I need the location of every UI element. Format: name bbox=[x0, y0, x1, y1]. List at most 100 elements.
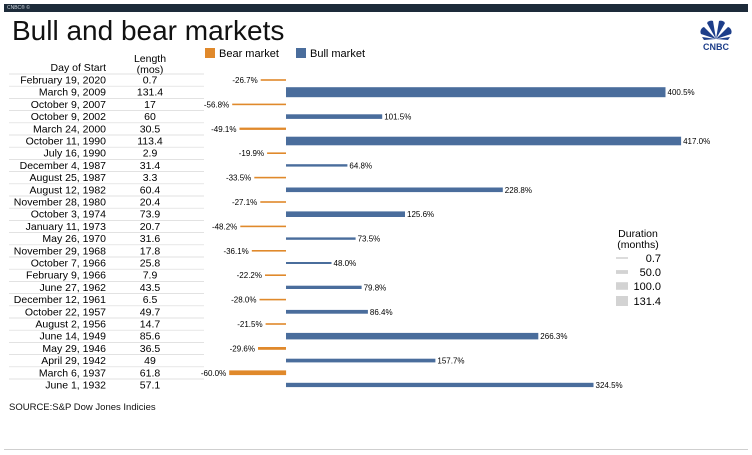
legend-label-bear: Bear market bbox=[219, 48, 279, 60]
bear-bar bbox=[265, 323, 286, 325]
row-length: 61.8 bbox=[140, 367, 161, 379]
row-length: 36.5 bbox=[140, 343, 161, 355]
row-length: 31.4 bbox=[140, 160, 161, 172]
column-headers: Length (mos) Day of Start bbox=[51, 53, 167, 76]
row-length: 14.7 bbox=[140, 319, 161, 331]
row-length: 31.6 bbox=[140, 233, 161, 245]
duration-legend-value: 50.0 bbox=[640, 267, 661, 279]
row-length: 0.7 bbox=[143, 75, 158, 87]
bar-label: -19.9% bbox=[239, 149, 264, 158]
bar-label: 48.0% bbox=[334, 259, 357, 268]
row-length: 85.6 bbox=[140, 331, 161, 343]
bear-bar bbox=[267, 152, 286, 154]
bear-bar bbox=[240, 225, 286, 228]
duration-legend-value: 0.7 bbox=[646, 253, 661, 265]
length-header: Length (mos) bbox=[134, 53, 166, 76]
bear-bar bbox=[254, 176, 286, 179]
row-length: 131.4 bbox=[137, 87, 163, 99]
duration-legend-value: 131.4 bbox=[633, 296, 661, 308]
day-header: Day of Start bbox=[51, 62, 107, 74]
row-length: 20.4 bbox=[140, 197, 161, 209]
row-date: June 1, 1932 bbox=[45, 380, 106, 392]
bear-bar bbox=[259, 298, 286, 301]
bull-bar bbox=[286, 164, 348, 167]
bear-bar bbox=[232, 103, 286, 106]
row-date: November 29, 1968 bbox=[14, 245, 106, 257]
row-date: January 11, 1973 bbox=[26, 221, 107, 233]
bar-label: 228.8% bbox=[505, 186, 532, 195]
duration-legend-title-line: (months) bbox=[617, 239, 658, 251]
row-length: 60 bbox=[144, 111, 156, 123]
header-bar: CNBC® © bbox=[4, 4, 748, 12]
row-date: June 27, 1962 bbox=[39, 282, 106, 294]
legend-swatch-bull bbox=[296, 48, 306, 58]
legend: Bear market Bull market bbox=[205, 48, 365, 60]
bar-label: -36.1% bbox=[223, 247, 248, 256]
bar-label: -28.0% bbox=[231, 296, 256, 305]
bar-label: -21.5% bbox=[237, 320, 262, 329]
bar-label: 400.5% bbox=[668, 88, 695, 97]
source-note: SOURCE:S&P Dow Jones Indicies bbox=[9, 402, 156, 413]
row-date: October 22, 1957 bbox=[25, 306, 106, 318]
row-length: 7.9 bbox=[143, 270, 158, 282]
bull-bar bbox=[286, 262, 332, 264]
peacock-icon bbox=[700, 20, 732, 40]
table-rows: February 19, 2020 0.7 -26.7% March 9, 2009 1… bbox=[9, 73, 710, 392]
row-length: 25.8 bbox=[140, 258, 161, 270]
row-length: 49.7 bbox=[140, 306, 161, 318]
row-date: October 7, 1966 bbox=[31, 258, 106, 270]
row-date: October 9, 2007 bbox=[31, 99, 106, 111]
row-date: October 3, 1974 bbox=[31, 209, 106, 221]
logo-text: CNBC bbox=[703, 42, 729, 52]
cnbc-logo: CNBC bbox=[700, 20, 732, 52]
bear-bar bbox=[258, 347, 286, 350]
bar-label: -26.7% bbox=[232, 76, 257, 85]
legend-swatch-bear bbox=[205, 48, 215, 58]
duration-legend-box bbox=[616, 282, 628, 290]
row-date: June 14, 1949 bbox=[39, 331, 106, 343]
bar-label: -56.8% bbox=[204, 100, 229, 109]
bar-label: -22.2% bbox=[237, 271, 262, 280]
bar-label: 64.8% bbox=[349, 161, 372, 170]
bar-label: 73.5% bbox=[358, 235, 381, 244]
row-length: 6.5 bbox=[143, 294, 158, 306]
bar-label: 86.4% bbox=[370, 308, 393, 317]
bar-label: -49.1% bbox=[211, 125, 236, 134]
length-header-line: (mos) bbox=[137, 64, 164, 76]
duration-legend-title: Duration (months) bbox=[617, 228, 658, 251]
duration-legend-title-line: Duration bbox=[618, 228, 658, 240]
row-length: 3.3 bbox=[143, 172, 158, 184]
row-date: April 29, 1942 bbox=[41, 355, 106, 367]
duration-legend: Duration (months) 0.7 50.0 100.0 131.4 bbox=[616, 228, 661, 308]
row-length: 20.7 bbox=[140, 221, 161, 233]
row-date: November 28, 1980 bbox=[14, 197, 106, 209]
row-length: 60.4 bbox=[140, 184, 161, 196]
bar-label: 417.0% bbox=[683, 137, 710, 146]
bull-bear-chart: Bear market Bull market Length (mos) Day … bbox=[9, 48, 710, 392]
row-date: May 26, 1970 bbox=[42, 233, 106, 245]
row-date: October 11, 1990 bbox=[26, 136, 107, 148]
bar-label: 157.7% bbox=[437, 357, 464, 366]
row-date: May 29, 1946 bbox=[42, 343, 106, 355]
duration-legend-box bbox=[616, 270, 628, 274]
bar-label: -48.2% bbox=[212, 222, 237, 231]
row-date: October 9, 2002 bbox=[31, 111, 106, 123]
row-date: February 9, 1966 bbox=[26, 270, 106, 282]
row-length: 73.9 bbox=[140, 209, 161, 221]
bear-bar bbox=[265, 274, 286, 276]
row-length: 57.1 bbox=[140, 380, 161, 392]
row-length: 30.5 bbox=[140, 123, 161, 135]
row-date: March 24, 2000 bbox=[33, 123, 106, 135]
bear-bar bbox=[251, 250, 286, 252]
legend-label-bull: Bull market bbox=[310, 48, 365, 60]
bear-bar bbox=[260, 79, 286, 81]
bar-label: -60.0% bbox=[201, 369, 226, 378]
bull-bar bbox=[286, 358, 436, 363]
bull-bar bbox=[286, 332, 539, 340]
bar-label: 101.5% bbox=[384, 113, 411, 122]
bull-bar bbox=[286, 285, 362, 289]
row-date: July 16, 1990 bbox=[44, 148, 107, 160]
row-date: February 19, 2020 bbox=[20, 75, 106, 87]
bull-bar bbox=[286, 211, 405, 217]
duration-legend-box bbox=[616, 296, 628, 306]
